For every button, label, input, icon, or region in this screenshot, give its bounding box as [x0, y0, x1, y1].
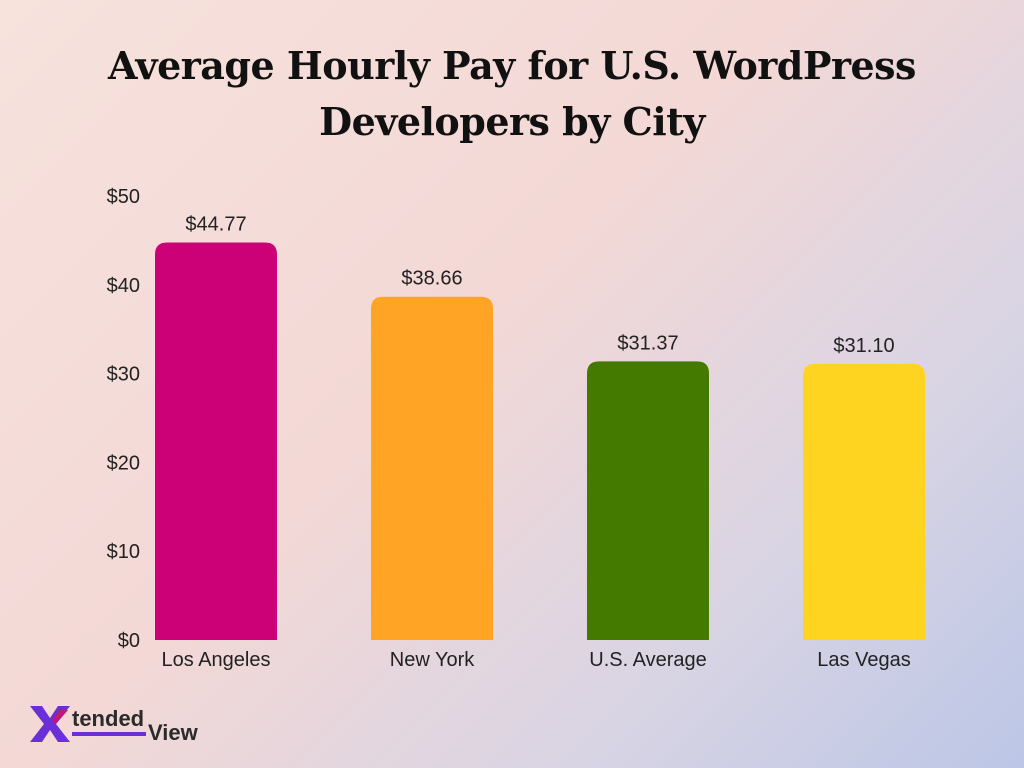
logo-text-tended: tended	[72, 706, 144, 731]
y-tick-label: $30	[107, 364, 140, 386]
x-category-label: Las Vegas	[817, 649, 910, 671]
logo-underline	[72, 732, 146, 736]
x-mark-icon	[30, 706, 70, 742]
x-axis: Los Angeles New York U.S. Average Las Vegas	[162, 649, 911, 671]
data-label: $44.77	[185, 213, 246, 235]
x-category-label: Los Angeles	[162, 649, 271, 671]
y-tick-label: $0	[118, 630, 140, 652]
chart-title: Average Hourly Pay for U.S. WordPress De…	[0, 38, 1024, 150]
x-category-label: New York	[390, 649, 475, 671]
y-axis: $0 $10 $20 $30 $40 $50	[107, 186, 140, 652]
bars: $44.77 $38.66 $31.37 $31.10	[155, 213, 925, 641]
x-category-label: U.S. Average	[589, 649, 706, 671]
y-tick-label: $10	[107, 541, 140, 563]
bar-new-york	[371, 296, 493, 640]
data-label: $31.10	[833, 335, 894, 357]
bar-chart: $0 $10 $20 $30 $40 $50 $44.77 $38.66 $31.37 $31.…	[107, 186, 925, 671]
data-label: $31.37	[617, 332, 678, 354]
data-label: $38.66	[401, 268, 462, 290]
y-tick-label: $20	[107, 452, 140, 474]
y-tick-label: $50	[107, 186, 140, 208]
xtendedview-logo: tended View	[30, 706, 199, 745]
bar-los-angeles	[155, 242, 277, 641]
chart-title-line-2: Developers by City	[319, 99, 705, 144]
chart-title-line-1: Average Hourly Pay for U.S. WordPress	[108, 43, 916, 88]
bar-u-s-average	[587, 361, 709, 640]
logo-text-view: View	[148, 720, 199, 745]
y-tick-label: $40	[107, 275, 140, 297]
bar-las-vegas	[803, 363, 925, 640]
